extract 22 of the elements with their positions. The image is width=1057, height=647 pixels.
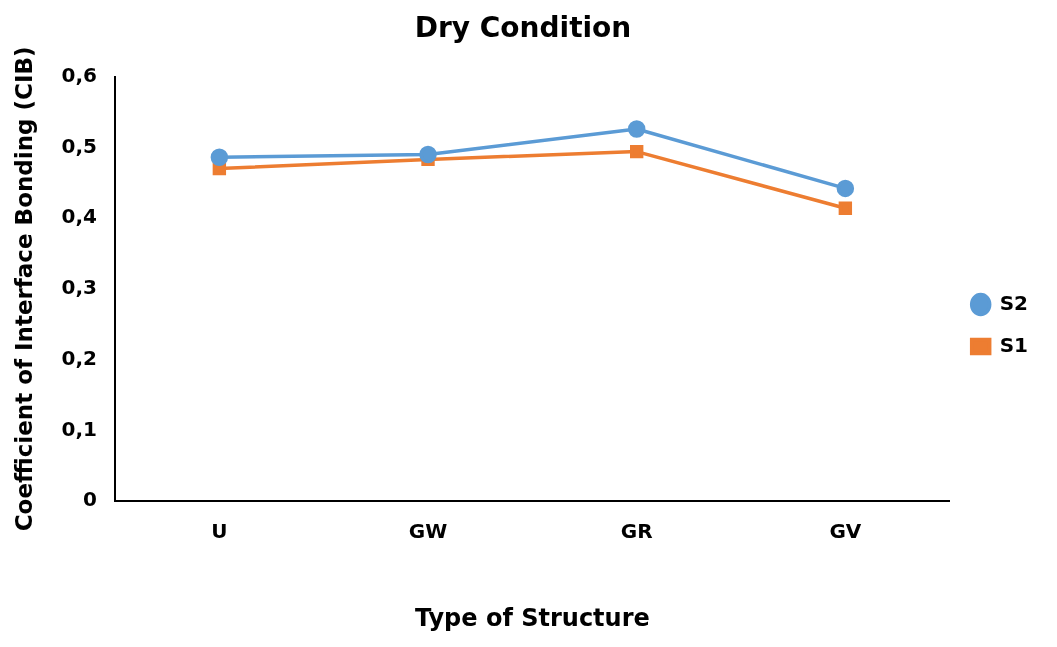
point [627,120,646,138]
y-tick-label: 0,6 [61,62,98,87]
x-tick-label: GW [408,519,448,544]
x-tick-label: GV [829,519,862,544]
chart-title: Dry Condition [414,11,632,45]
y-tick-label: 0,3 [61,275,98,300]
x-axis-title: Type of Structure [414,603,650,632]
point [210,148,229,167]
y-tick-label: 0,1 [61,416,98,441]
legend-label: S2 [999,290,1029,315]
point [836,179,855,198]
y-axis-title: Coefficient of Interface Bonding (CIB) [10,46,37,532]
point [629,144,644,159]
y-tick-label: 0 [83,487,98,512]
y-tick-label: 0,2 [61,345,98,370]
x-tick-label: U [211,519,228,544]
y-tick-label: 0,5 [61,133,98,158]
x-tick-label: GR [620,519,653,544]
point [838,201,853,215]
legend-label: S1 [999,332,1029,357]
point [419,145,437,164]
y-tick-label: 0,4 [61,204,98,229]
